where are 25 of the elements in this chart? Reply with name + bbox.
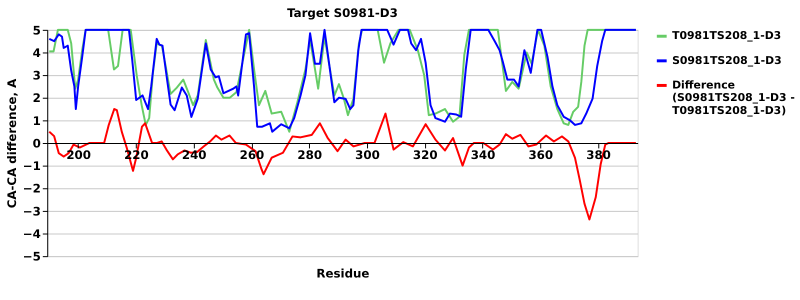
x-tick-label: 320 [412, 148, 438, 162]
x-tick-label: 360 [528, 148, 554, 162]
legend-label: Difference (S0981TS208_1-D3 - T0981TS208_1-D3) [672, 78, 795, 117]
y-tick-label: −3 [22, 204, 41, 218]
y-tick-label: −4 [22, 226, 41, 241]
x-tick-label: 340 [470, 148, 496, 162]
legend-label: T0981TS208_1-D3 [672, 29, 782, 42]
x-axis-title: Residue [316, 266, 370, 280]
y-tick-label: 3 [32, 68, 41, 83]
y-tick-label: 1 [32, 114, 41, 128]
line-series [48, 28, 637, 133]
y-tick-label: 4 [32, 46, 41, 60]
x-tick-label: 280 [297, 148, 322, 162]
y-tick-label: −2 [22, 182, 41, 196]
y-tick-label: −5 [22, 250, 41, 264]
y-tick-label: 5 [32, 23, 41, 38]
chart-title: Target S0981-D3 [287, 6, 398, 20]
x-tick-label: 300 [355, 148, 380, 162]
y-tick-label: 2 [32, 91, 41, 106]
y-tick-label: 0 [32, 136, 41, 150]
y-axis-title: CA-CA difference, A [4, 78, 19, 208]
legend-label: S0981TS208_1-D3 [672, 54, 782, 67]
y-tick-label: −1 [22, 159, 41, 174]
x-tick-label: 240 [182, 148, 206, 162]
x-tick-label: 200 [66, 148, 91, 162]
